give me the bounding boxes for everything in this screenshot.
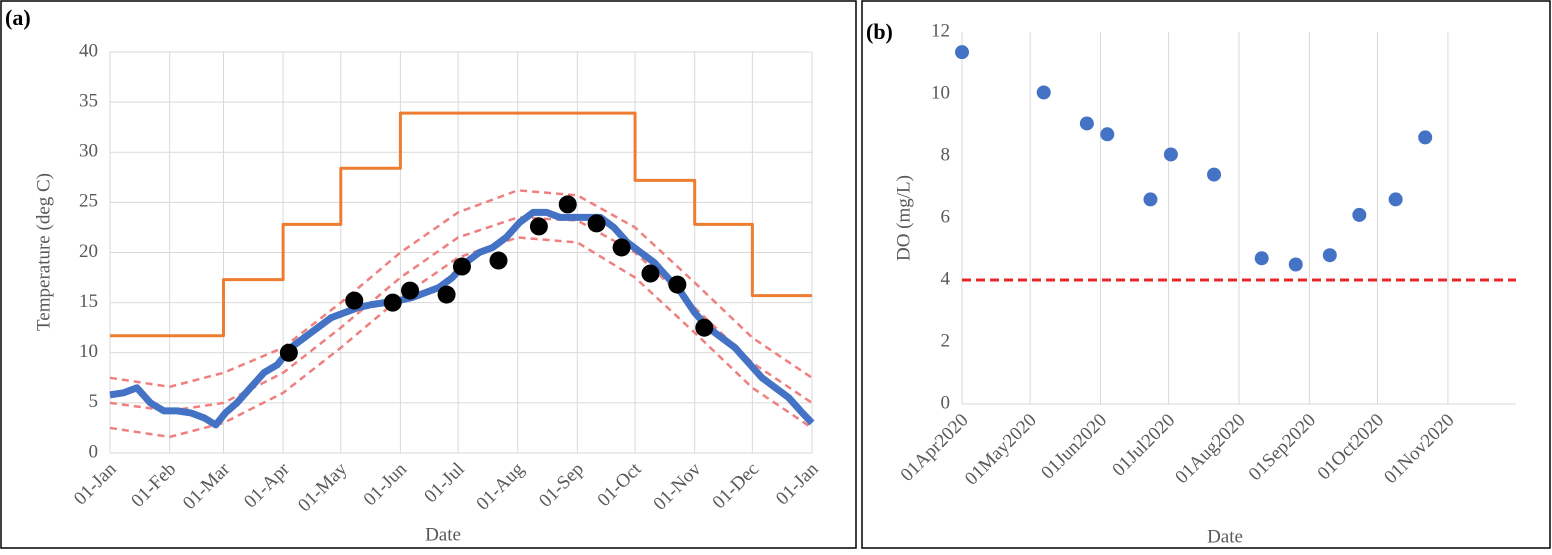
x-tick-label: 01-Aug: [472, 458, 528, 514]
data-point: [401, 281, 420, 300]
data-point: [1143, 192, 1158, 207]
x-tick-label: 01-Mar: [179, 458, 235, 514]
data-point: [1207, 167, 1222, 182]
y-tick-label: 40: [79, 40, 98, 61]
data-point: [1288, 257, 1303, 272]
data-point: [1388, 192, 1403, 207]
x-tick-label: 01Nov2020: [1380, 410, 1458, 488]
x-tick-label: 01May2020: [961, 410, 1041, 490]
y-tick-label: 10: [79, 341, 98, 362]
y-tick-label: 12: [931, 20, 950, 41]
data-point: [1079, 116, 1094, 131]
y-tick-label: 0: [89, 441, 99, 462]
x-tick-label: 01Jun2020: [1037, 410, 1111, 484]
x-tick-label: 01-Jan: [70, 458, 121, 509]
x-tick-label: 01-Feb: [127, 459, 180, 512]
data-point: [345, 291, 364, 310]
x-axis-title: Date: [425, 524, 461, 545]
x-tick-label: 01-Dec: [709, 459, 763, 513]
data-line: [109, 236, 813, 439]
data-point: [437, 285, 456, 304]
data-point: [279, 343, 298, 362]
data-point: [587, 214, 606, 233]
y-tick-label: 35: [79, 90, 98, 111]
y-tick-label: 15: [79, 291, 98, 312]
x-tick-label: 01-Nov: [649, 458, 705, 514]
y-tick-label: 25: [79, 191, 98, 212]
data-point: [955, 45, 969, 60]
data-point: [1100, 127, 1115, 142]
data-point: [1254, 251, 1269, 266]
data-point: [1418, 130, 1433, 145]
x-tick-label: 01Oct2020: [1314, 410, 1389, 485]
y-tick-label: 2: [941, 330, 951, 351]
x-tick-label: 01-Apr: [240, 458, 294, 512]
data-point: [612, 238, 631, 257]
x-tick-label: 01-Sep: [535, 459, 588, 512]
x-tick-label: 01Aug2020: [1171, 410, 1249, 488]
data-line: [110, 111, 812, 338]
data-point: [1322, 248, 1337, 263]
x-tick-label: 01-May: [294, 458, 352, 516]
data-point: [1036, 85, 1051, 100]
panel-label: (b): [866, 19, 893, 44]
y-tick-label: 10: [931, 82, 950, 103]
y-axis-title: DO (mg/L): [893, 175, 914, 261]
panel-frame: [861, 0, 1551, 549]
x-tick-label: 01Sep2020: [1245, 410, 1320, 485]
panel-label: (a): [5, 5, 31, 30]
panel-frame: [0, 0, 857, 549]
data-line: [109, 216, 813, 413]
data-point: [383, 293, 402, 312]
y-tick-label: 20: [79, 241, 98, 262]
data-point: [529, 217, 548, 236]
y-tick-label: 8: [941, 144, 951, 165]
data-point: [695, 318, 714, 337]
data-point: [489, 251, 508, 270]
y-axis-title: Temperature (deg C): [33, 173, 54, 331]
data-point: [641, 264, 660, 283]
x-tick-label: 01-Jul: [420, 459, 468, 507]
x-tick-label: 01-Jan: [772, 458, 823, 509]
y-tick-label: 0: [941, 392, 951, 413]
data-point: [452, 257, 471, 276]
data-line: [109, 189, 813, 389]
data-point: [668, 275, 687, 294]
y-tick-label: 5: [89, 391, 99, 412]
y-tick-label: 4: [941, 268, 951, 289]
x-axis-title: Date: [1207, 526, 1243, 547]
y-tick-label: 30: [79, 141, 98, 162]
data-point: [1352, 207, 1367, 222]
data-point: [1163, 147, 1178, 162]
y-tick-label: 6: [941, 206, 951, 227]
data-point: [558, 195, 577, 214]
x-tick-label: 01-Jun: [360, 458, 412, 510]
x-tick-label: 01-Oct: [594, 458, 647, 511]
x-tick-label: 01Jul2020: [1108, 410, 1179, 481]
